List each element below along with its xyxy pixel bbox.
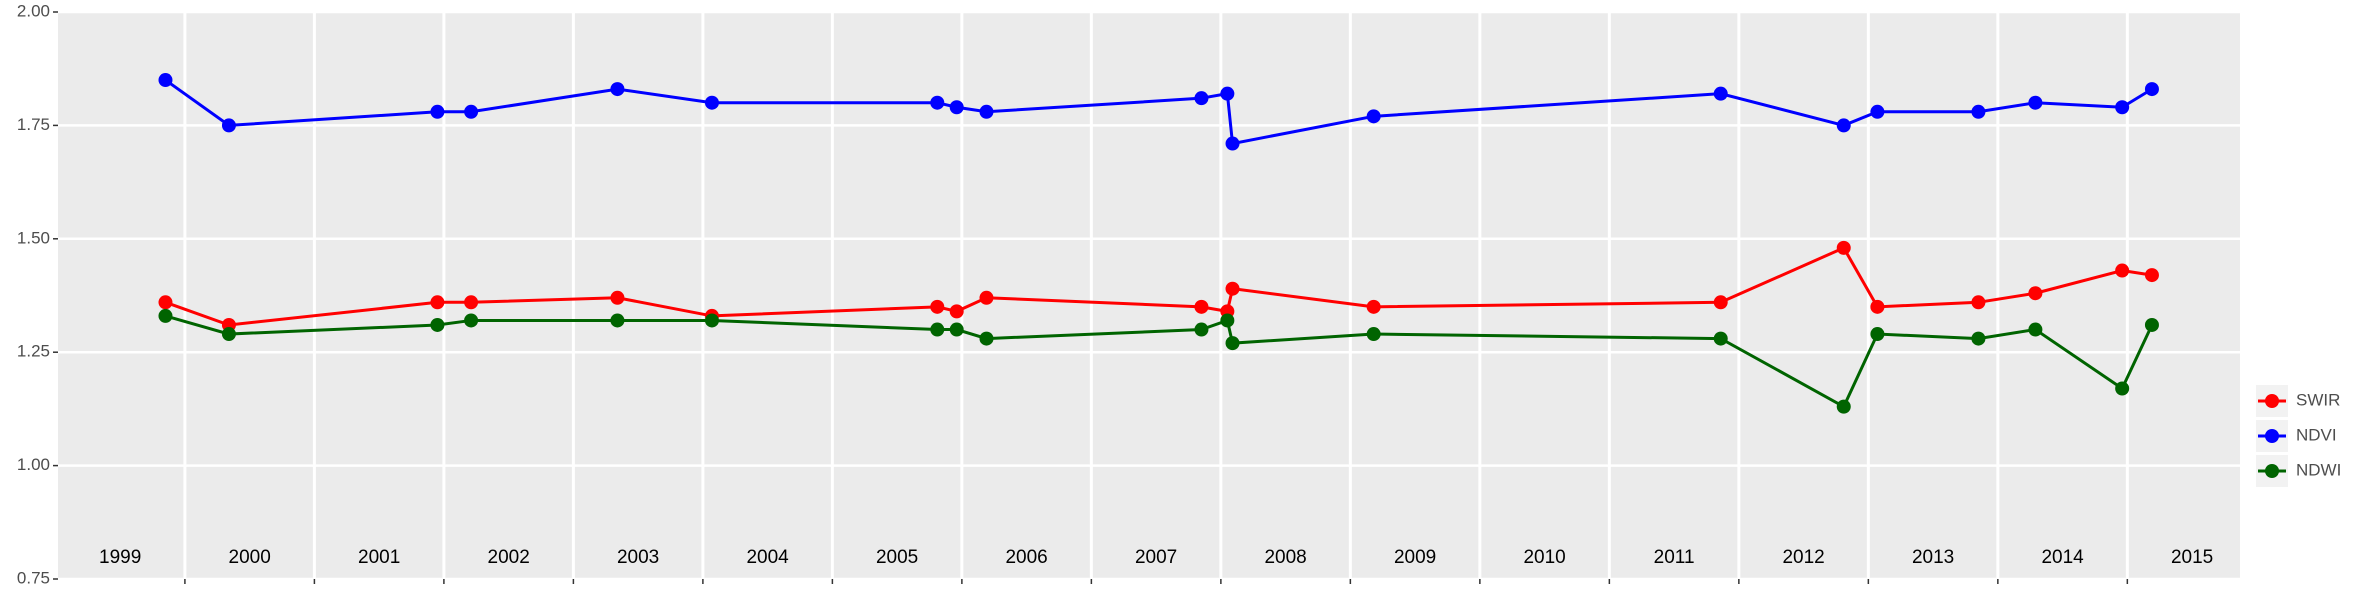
point (949, 304, 964, 319)
point (430, 317, 445, 332)
point (1220, 313, 1235, 328)
legend-point (2265, 464, 2279, 478)
point (1713, 295, 1728, 310)
point (1870, 327, 1885, 342)
point (1194, 322, 1209, 337)
point (1836, 399, 1851, 414)
point (1366, 327, 1381, 342)
y-tick-label: 1.00 (17, 455, 50, 474)
point (464, 104, 479, 119)
point (1870, 104, 1885, 119)
point (2144, 317, 2159, 332)
point (2144, 82, 2159, 97)
point (949, 322, 964, 337)
point (979, 331, 994, 346)
point (158, 308, 173, 323)
point (1366, 109, 1381, 124)
point (1713, 331, 1728, 346)
point (704, 95, 719, 110)
point (1971, 104, 1986, 119)
point (1220, 86, 1235, 101)
point (2144, 268, 2159, 283)
series-line (164, 245, 2153, 327)
point (610, 290, 625, 305)
point (430, 104, 445, 119)
year-label: 2011 (1654, 547, 1695, 568)
y-tick-label: 1.50 (17, 228, 50, 247)
year-label: 2001 (358, 547, 400, 568)
year-label: 2015 (2171, 547, 2213, 568)
legend-point (2265, 394, 2279, 408)
legend-label: NDVI (2296, 425, 2337, 444)
point (1713, 86, 1728, 101)
point (221, 327, 236, 342)
point (930, 299, 945, 314)
year-label: 2008 (1264, 547, 1306, 568)
point (930, 95, 945, 110)
point (2115, 381, 2130, 396)
point (1366, 299, 1381, 314)
point (1194, 91, 1209, 106)
point (930, 322, 945, 337)
point (221, 118, 236, 133)
point (1194, 299, 1209, 314)
year-label: 2000 (229, 547, 271, 568)
y-tick-label: 1.25 (17, 342, 50, 361)
y-tick-label: 2.00 (17, 1, 50, 20)
year-label: 2004 (746, 547, 789, 568)
point (979, 290, 994, 305)
year-label: 2006 (1005, 547, 1047, 568)
year-label: 2012 (1782, 547, 1824, 568)
panel (58, 12, 2240, 579)
point (464, 295, 479, 310)
point (1836, 118, 1851, 133)
year-label: 2002 (488, 547, 530, 568)
point (1971, 295, 1986, 310)
y-tick-label: 0.75 (17, 568, 50, 587)
year-label: 2014 (2041, 547, 2084, 568)
year-label: 2003 (617, 547, 659, 568)
point (1225, 136, 1240, 151)
legend-label: NDWI (2296, 460, 2341, 479)
point (2115, 100, 2130, 115)
point (704, 313, 719, 328)
point (430, 295, 445, 310)
year-label: 2009 (1394, 547, 1436, 568)
point (1870, 299, 1885, 314)
point (2028, 95, 2043, 110)
point (979, 104, 994, 119)
y-tick-label: 1.75 (17, 115, 50, 134)
year-label: 2005 (876, 547, 918, 568)
point (949, 100, 964, 115)
year-label: 2010 (1523, 547, 1565, 568)
point (1225, 281, 1240, 296)
point (1225, 336, 1240, 351)
point (2115, 263, 2130, 278)
series-line (164, 78, 2153, 146)
year-label: 1999 (99, 547, 141, 568)
point (2028, 322, 2043, 337)
legend-point (2265, 429, 2279, 443)
point (1836, 240, 1851, 255)
point (610, 82, 625, 97)
point (158, 295, 173, 310)
point (2028, 286, 2043, 301)
point (158, 73, 173, 88)
series-line (165, 314, 2154, 409)
year-label: 2007 (1135, 547, 1177, 568)
legend-label: SWIR (2296, 390, 2340, 409)
point (610, 313, 625, 328)
point (464, 313, 479, 328)
point (1971, 331, 1986, 346)
year-label: 2013 (1912, 547, 1954, 568)
